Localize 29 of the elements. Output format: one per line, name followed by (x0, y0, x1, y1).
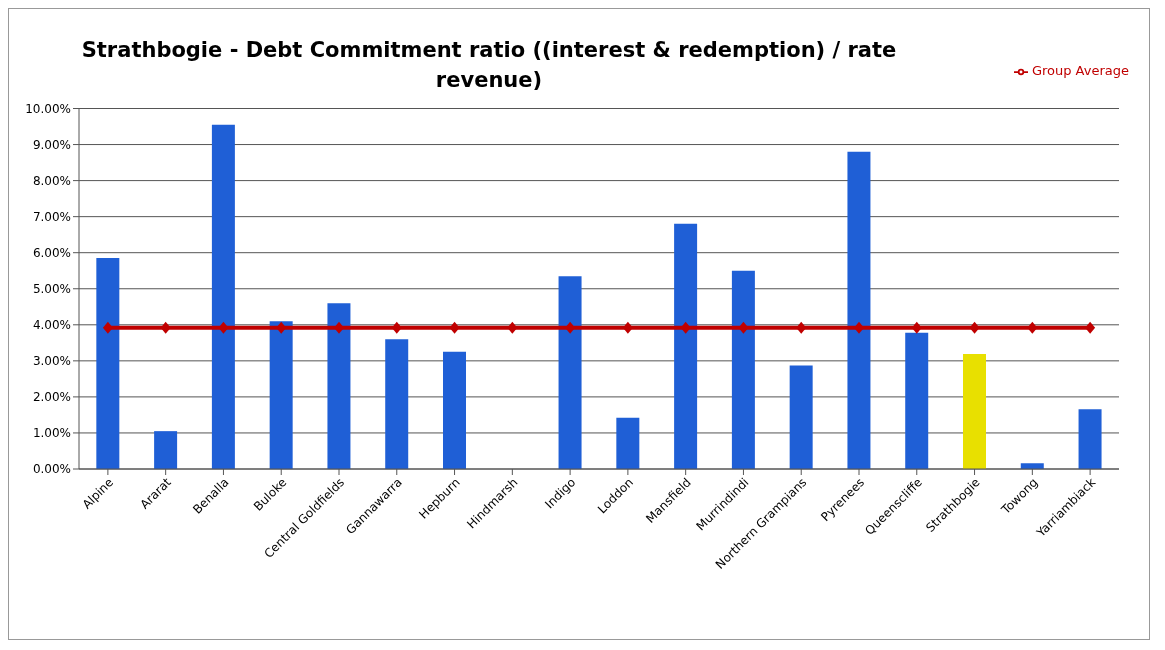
bar (905, 332, 929, 469)
bar (96, 258, 120, 469)
bar (674, 223, 698, 469)
y-tick-label: 10.00% (25, 101, 71, 116)
y-tick-label: 4.00% (32, 318, 71, 333)
bar (963, 354, 986, 469)
bar (1078, 409, 1102, 469)
bar (211, 124, 235, 469)
y-tick-label: 5.00% (32, 282, 71, 297)
bar (443, 351, 466, 469)
bar (558, 276, 582, 469)
y-tick-label: 1.00% (32, 426, 71, 441)
bar (847, 151, 871, 469)
y-tick-label: 7.00% (32, 209, 71, 224)
bar (385, 339, 409, 469)
bar (327, 303, 351, 469)
chart-title: Strathbogie - Debt Commitment ratio ((interest & redemption) / rate revenue) (80, 37, 898, 94)
bar (789, 365, 813, 469)
y-tick-label: 2.00% (32, 390, 71, 405)
bar (731, 270, 755, 469)
y-tick-label: 8.00% (32, 173, 71, 188)
bar (616, 417, 640, 469)
y-tick-label: 9.00% (32, 137, 71, 152)
y-tick-label: 3.00% (32, 354, 71, 369)
y-tick-label: 6.00% (32, 245, 71, 260)
bar (154, 431, 178, 469)
y-tick-label: 0.00% (32, 462, 71, 477)
bar (269, 321, 293, 469)
legend-label: Group Average (1031, 63, 1129, 78)
